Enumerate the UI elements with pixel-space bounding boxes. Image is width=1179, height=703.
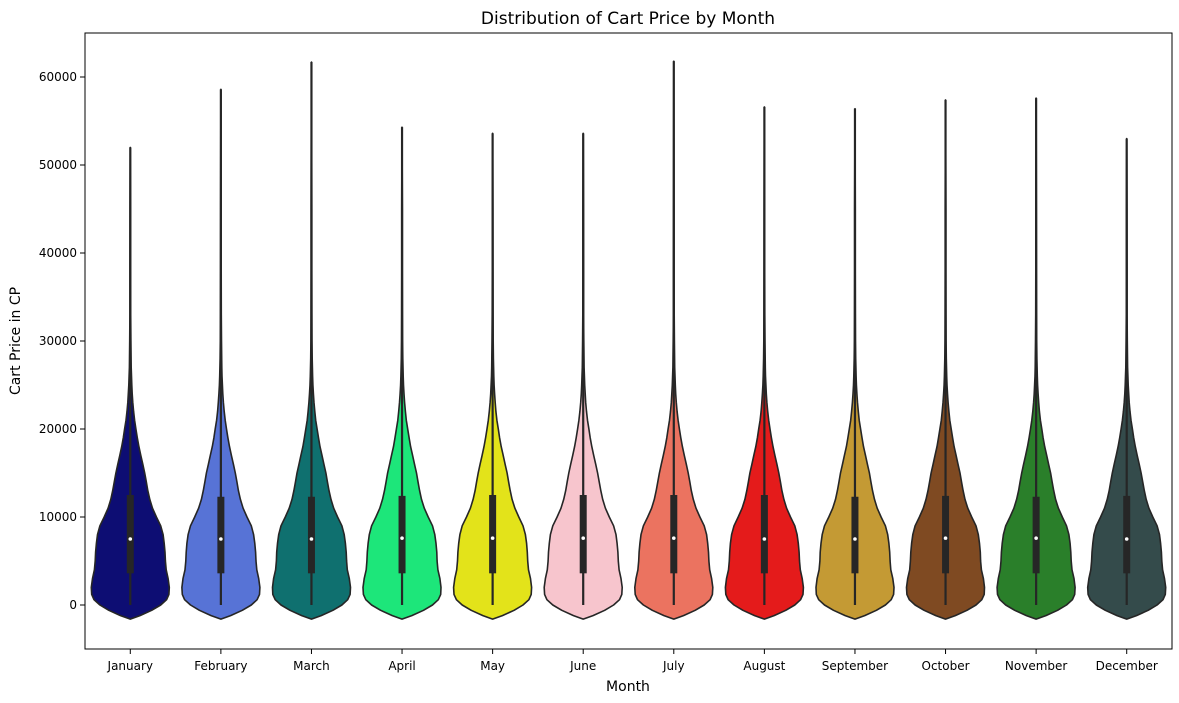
- median-point: [581, 536, 586, 540]
- y-axis: 0 10000 20000 30000 40000 50000 60000: [39, 70, 85, 612]
- median-point: [490, 536, 495, 540]
- x-tick-label: August: [743, 659, 785, 673]
- iqr-box: [760, 495, 768, 574]
- y-tick-label: 10000: [39, 510, 77, 524]
- iqr-box: [489, 495, 497, 574]
- median-point: [853, 537, 857, 541]
- x-axis: January February March April May June July Augu…: [107, 649, 1158, 673]
- violins-group: [90, 60, 1167, 620]
- iqr-box: [670, 495, 678, 574]
- median-point: [1124, 537, 1129, 541]
- median-point: [671, 536, 676, 540]
- iqr-box: [217, 496, 225, 574]
- iqr-box: [851, 496, 859, 574]
- median-point: [128, 537, 133, 541]
- x-tick-label: February: [194, 659, 247, 673]
- chart-title: Distribution of Cart Price by Month: [481, 9, 775, 29]
- x-tick-label: April: [388, 659, 415, 673]
- iqr-box: [398, 495, 406, 574]
- iqr-box: [1123, 495, 1131, 574]
- x-tick-label: May: [480, 659, 505, 673]
- x-tick-label: October: [922, 659, 970, 673]
- x-tick-label: June: [569, 659, 596, 673]
- y-tick-label: 60000: [39, 70, 77, 84]
- median-point: [219, 537, 223, 541]
- iqr-box: [126, 495, 134, 574]
- median-point: [1034, 536, 1038, 540]
- x-tick-label: December: [1096, 659, 1158, 673]
- median-point: [309, 537, 314, 541]
- x-tick-label: November: [1005, 659, 1067, 673]
- iqr-box: [579, 495, 587, 574]
- median-point: [762, 537, 767, 541]
- iqr-box: [942, 495, 950, 574]
- x-tick-label: September: [822, 659, 888, 673]
- median-point: [943, 536, 948, 540]
- x-tick-label: July: [662, 659, 685, 673]
- y-tick-label: 50000: [39, 158, 77, 172]
- x-axis-label: Month: [606, 679, 650, 695]
- y-tick-label: 30000: [39, 334, 77, 348]
- median-point: [400, 536, 404, 540]
- iqr-box: [307, 496, 315, 574]
- y-tick-label: 40000: [39, 246, 77, 260]
- y-axis-label: Cart Price in CP: [8, 287, 24, 395]
- iqr-box: [1032, 496, 1040, 574]
- x-tick-label: March: [293, 659, 330, 673]
- y-tick-label: 0: [69, 598, 77, 612]
- x-tick-label: January: [107, 659, 154, 673]
- y-tick-label: 20000: [39, 422, 77, 436]
